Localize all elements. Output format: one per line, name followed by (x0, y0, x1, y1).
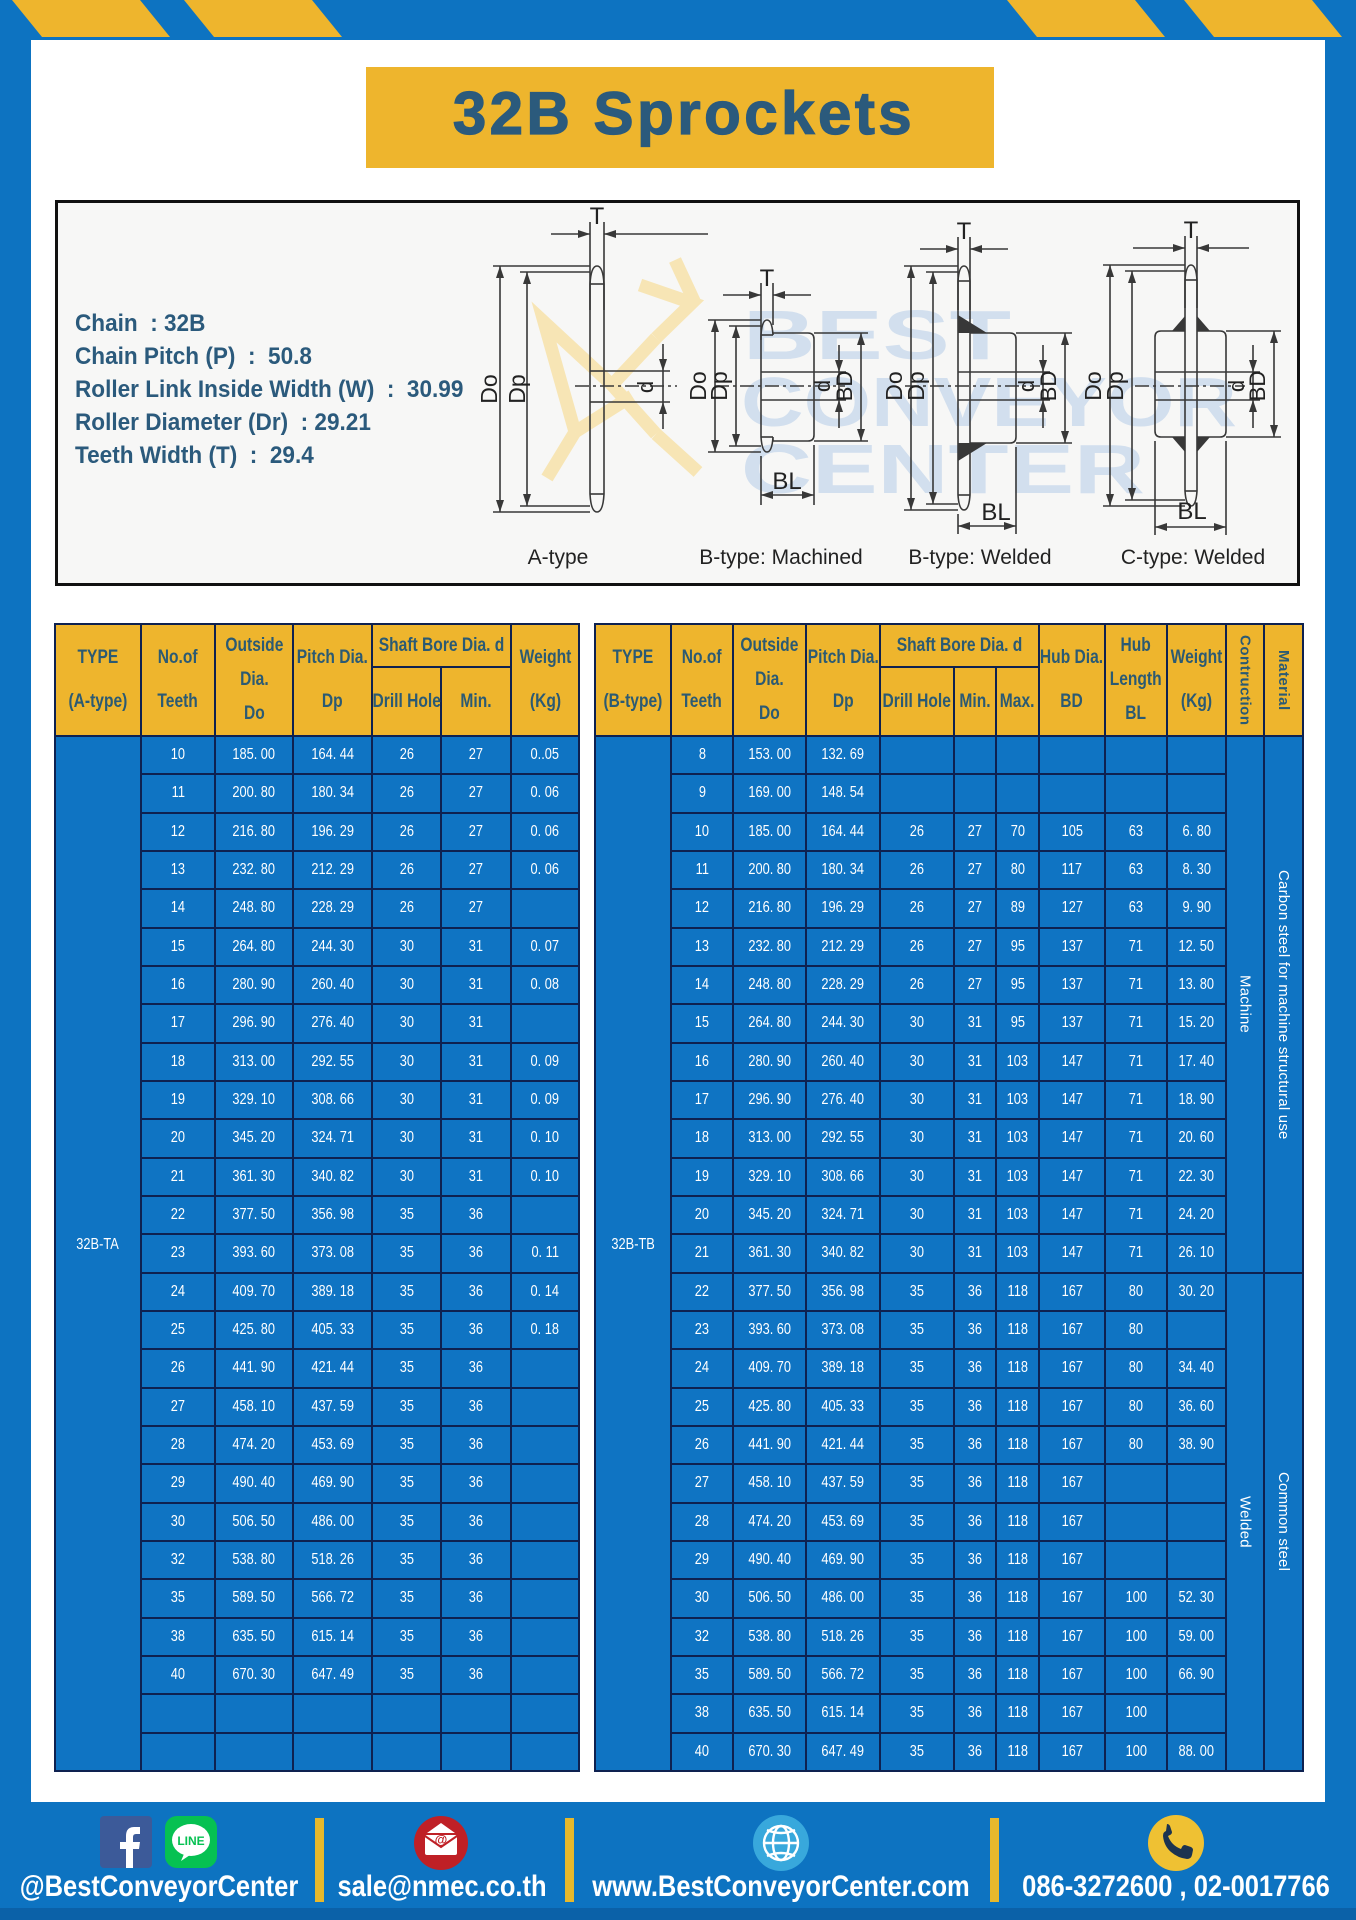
svg-text:T: T (1184, 217, 1199, 244)
svg-text:Dp: Dp (504, 374, 530, 403)
svg-text:d: d (1224, 380, 1249, 392)
svg-text:BD: BD (1245, 371, 1270, 402)
svg-text:T: T (760, 265, 775, 292)
svg-text:BD: BD (1036, 371, 1061, 402)
svg-text:Dp: Dp (706, 371, 732, 400)
svg-text:Do: Do (476, 374, 502, 403)
svg-text:BL: BL (981, 499, 1010, 526)
svg-text:BL: BL (772, 468, 801, 495)
svg-text:Do: Do (1080, 371, 1106, 400)
svg-text:T: T (590, 203, 605, 230)
svg-text:d: d (633, 381, 658, 393)
svg-text:LINE: LINE (177, 1834, 204, 1848)
svg-text:BEST: BEST (743, 296, 1011, 374)
svg-text:Dp: Dp (903, 371, 929, 400)
svg-text:Do: Do (685, 371, 711, 400)
svg-text:d: d (810, 380, 835, 392)
svg-text:Do: Do (881, 371, 907, 400)
svg-text:d: d (1014, 380, 1039, 392)
svg-text:Dp: Dp (1102, 371, 1128, 400)
svg-text:T: T (957, 218, 972, 245)
svg-text:BL: BL (1177, 498, 1206, 525)
svg-text:@: @ (435, 1832, 448, 1847)
svg-text:BD: BD (832, 371, 857, 402)
